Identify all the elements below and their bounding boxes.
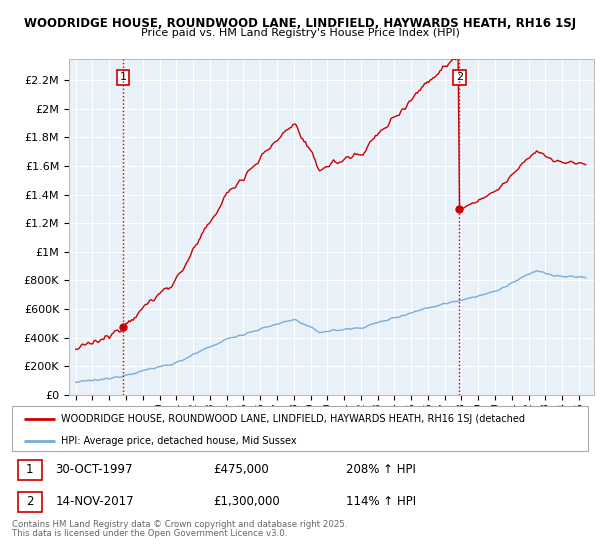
Text: WOODRIDGE HOUSE, ROUNDWOOD LANE, LINDFIELD, HAYWARDS HEATH, RH16 1SJ (detached: WOODRIDGE HOUSE, ROUNDWOOD LANE, LINDFIE…	[61, 413, 525, 423]
Text: £475,000: £475,000	[214, 463, 269, 477]
Text: 1: 1	[26, 463, 34, 477]
Text: 114% ↑ HPI: 114% ↑ HPI	[346, 496, 416, 508]
Text: HPI: Average price, detached house, Mid Sussex: HPI: Average price, detached house, Mid …	[61, 436, 296, 446]
Bar	[18, 492, 42, 512]
Bar	[18, 460, 42, 479]
Text: 2: 2	[456, 72, 463, 82]
Text: 2: 2	[26, 496, 34, 508]
Text: 30-OCT-1997: 30-OCT-1997	[55, 463, 133, 477]
Text: This data is licensed under the Open Government Licence v3.0.: This data is licensed under the Open Gov…	[12, 529, 287, 538]
Text: £1,300,000: £1,300,000	[214, 496, 280, 508]
Text: 208% ↑ HPI: 208% ↑ HPI	[346, 463, 416, 477]
Text: 1: 1	[119, 72, 127, 82]
Text: Contains HM Land Registry data © Crown copyright and database right 2025.: Contains HM Land Registry data © Crown c…	[12, 520, 347, 529]
Text: WOODRIDGE HOUSE, ROUNDWOOD LANE, LINDFIELD, HAYWARDS HEATH, RH16 1SJ: WOODRIDGE HOUSE, ROUNDWOOD LANE, LINDFIE…	[24, 17, 576, 30]
Text: 14-NOV-2017: 14-NOV-2017	[55, 496, 134, 508]
Text: Price paid vs. HM Land Registry's House Price Index (HPI): Price paid vs. HM Land Registry's House …	[140, 28, 460, 38]
